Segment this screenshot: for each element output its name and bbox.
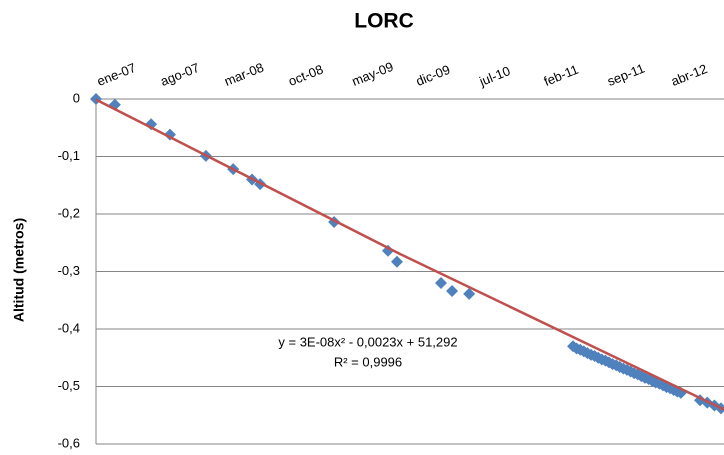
x-tick-label: mar-08 (222, 60, 266, 89)
point (463, 287, 476, 300)
point (434, 277, 447, 289)
y-tick-label: -0,4 (58, 320, 80, 335)
x-tick-label: jul-10 (476, 63, 512, 89)
annotation: y = 3E-08x² - 0,0023x + 51,292 (278, 334, 457, 349)
point (381, 244, 394, 257)
x-tick-label: ene-07 (95, 60, 138, 89)
x-tick-label: oct-08 (286, 62, 325, 89)
x-tick-label: abr-12 (669, 61, 709, 89)
y-tick-label: -0,1 (58, 148, 80, 163)
y-tick-label: -0,6 (58, 435, 80, 450)
y-tick-label: -0,2 (58, 205, 80, 220)
x-tick-label: may-09 (350, 59, 396, 89)
marks (90, 93, 724, 415)
chart-title: LORC (354, 10, 414, 33)
x-tick-label: ago-07 (158, 60, 201, 89)
point (90, 93, 102, 105)
point (446, 285, 459, 298)
point (390, 255, 403, 268)
y-tick-label: 0 (73, 90, 80, 105)
annotation: R² = 0,9996 (334, 354, 402, 369)
y-axis-label: Altitud (metros) (11, 218, 27, 322)
y-tick-label: -0,3 (58, 263, 80, 278)
y-tick-label: -0,5 (58, 378, 80, 393)
plot: 0 -0,1 -0,2 -0,3 -0,4 -0,5 -0,6 ene-07 ago-07 mar… (58, 59, 724, 450)
x-tick-label: dic-09 (414, 62, 452, 89)
x-tick-label: sep-11 (605, 61, 647, 89)
x-tick-label: feb-11 (542, 62, 581, 89)
trendline (95, 98, 724, 411)
